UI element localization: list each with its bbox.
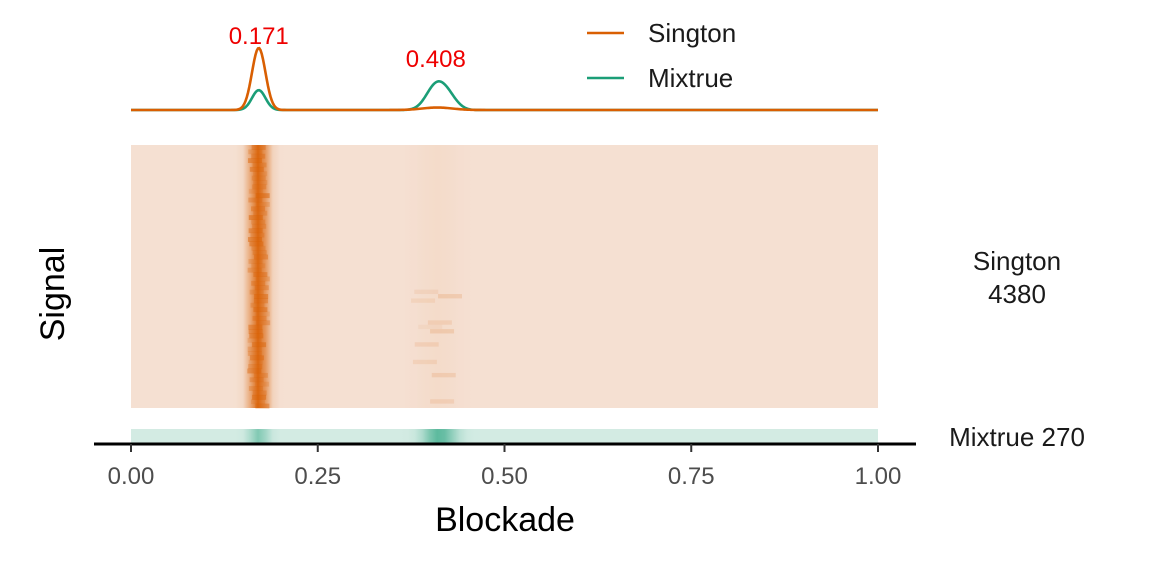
x-axis-ticks: 0.00 0.25 0.50 0.75 1.00 [108, 444, 902, 490]
heatmap-singleton-row-peak [248, 258, 263, 264]
heatmap-singleton-row-peak [247, 337, 262, 343]
x-tick-label: 0.50 [481, 463, 528, 490]
x-axis-title: Blockade [435, 501, 575, 539]
heatmap-singleton-row-peak [252, 315, 267, 321]
heatmap-singleton-row-minor [438, 294, 463, 299]
heatmap-singleton-row-peak [251, 145, 266, 150]
heatmap-singleton-row-peak [253, 180, 268, 185]
heatmap-singleton-row-peak [252, 390, 267, 396]
heatmap-singleton-row-peak [248, 364, 263, 370]
heatmap-singleton-row-peak [252, 162, 267, 168]
heatmap-singleton-row-peak [256, 320, 271, 326]
peak-label: 0.171 [229, 23, 289, 50]
heatmap-singleton-row-peak [247, 158, 262, 164]
heatmap-singleton-row-minor [431, 372, 456, 378]
heatmap-singleton-row-peak [253, 298, 268, 304]
heatmap-singleton-row-peak [251, 399, 266, 405]
heatmap-singleton-row-peak [248, 324, 263, 330]
density-panel: 0.171 0.408 [131, 23, 878, 112]
heatmap-singleton-row-peak [255, 403, 270, 409]
heatmap-singleton-row-peak [253, 171, 268, 177]
heatmap-singleton-row-peak [252, 223, 267, 229]
heatmap-singleton-row-peak [247, 237, 262, 242]
heatmap-singleton-row-peak [248, 215, 263, 221]
legend-label-sington: Sington [648, 18, 736, 48]
heatmap-singleton-row-peak [253, 210, 268, 216]
heatmap-singleton-row-peak [255, 193, 270, 199]
heatmap-singleton-row-peak [249, 377, 264, 383]
heatmap-singleton-row-peak [247, 368, 262, 374]
heatmap-singleton-row-minor [430, 329, 455, 334]
heatmap-singleton-row-peak [253, 307, 268, 313]
x-tick-label: 1.00 [855, 463, 902, 490]
x-tick-label: 0.25 [294, 463, 341, 490]
heatmap-singleton-row-peak [249, 166, 264, 172]
heatmap-singleton-row-minor [427, 320, 452, 325]
heatmap-singleton-row-peak [248, 359, 263, 365]
heatmap-singleton-row-minor [418, 324, 443, 330]
heatmap-singleton-row-peak [248, 329, 263, 334]
facet-label-singleton-name: Sington [973, 246, 1061, 276]
heatmap-singleton-row-peak [248, 188, 263, 194]
heatmap-singleton-band [131, 145, 878, 408]
legend: Sington Mixtrue [587, 18, 736, 93]
legend-label-mixtrue: Mixtrue [648, 63, 733, 93]
heatmap-singleton-row-peak [251, 153, 266, 159]
heatmap-singleton-row-minor [411, 298, 436, 303]
heatmap-mixtrue [131, 429, 878, 443]
heatmap-singleton-row-peak [247, 267, 262, 273]
x-tick-label: 0.75 [668, 463, 715, 490]
heatmap-singleton-row-peak [249, 241, 264, 247]
heatmap-singleton-row-peak [255, 381, 270, 387]
heatmap-singleton-row-peak [251, 245, 266, 251]
heatmap-singleton-row-peak [248, 149, 263, 155]
heatmap-singleton-row-peak [253, 272, 268, 277]
heatmap-singleton-row-peak [253, 372, 268, 378]
heatmap-singleton-row-peak [255, 276, 270, 282]
facet-label-singleton-count: 4380 [988, 279, 1046, 309]
heatmap-singleton-row-peak [252, 184, 267, 190]
heatmap-singleton-row-peak [254, 294, 269, 299]
heatmap-singleton-row-peak [250, 302, 265, 308]
heatmap-singleton-row-peak [250, 232, 265, 238]
heatmap-singleton-row-minor [414, 289, 439, 295]
heatmap-singleton-row-peak [249, 355, 264, 361]
heatmap-singleton-row-peak [252, 250, 267, 256]
heatmap-singleton-row-peak [251, 206, 266, 212]
heatmap-singleton-row-peak [248, 197, 263, 203]
heatmap-singleton-row-peak [249, 333, 264, 339]
heatmap-singleton-row-peak [247, 346, 262, 352]
heatmap-singleton-row-minor [412, 359, 437, 365]
x-tick-label: 0.00 [108, 463, 155, 490]
heatmap-singleton-row-peak [255, 311, 270, 317]
density-line-sington [131, 46, 878, 112]
heatmap-singleton-row-peak [247, 351, 262, 356]
heatmap-singleton-row-peak [255, 201, 270, 207]
heatmap-singleton-row-peak [249, 289, 264, 295]
heatmap-singleton-row-peak [251, 280, 266, 286]
heatmap-singleton-row-peak [248, 228, 263, 234]
heatmap-singleton-row-peak [254, 254, 269, 260]
heatmap-singleton-row-peak [252, 394, 267, 400]
facet-label-mixtrue: Mixtrue 270 [949, 422, 1085, 452]
y-axis-title: Signal [34, 247, 72, 342]
heatmap-singleton-row-peak [251, 263, 266, 269]
heatmap-mixtrue-band [131, 429, 878, 443]
heatmap-singleton-row-peak [251, 175, 266, 181]
heatmap-singleton-row-minor [430, 399, 455, 404]
heatmap-singleton-row-peak [248, 386, 263, 391]
heatmap-singleton [131, 145, 878, 409]
peak-label: 0.408 [406, 46, 466, 73]
heatmap-singleton-row-minor [414, 342, 439, 347]
heatmap-singleton-row-peak [254, 285, 269, 291]
heatmap-singleton-row-peak [252, 342, 267, 348]
heatmap-singleton-row-peak [251, 219, 266, 225]
